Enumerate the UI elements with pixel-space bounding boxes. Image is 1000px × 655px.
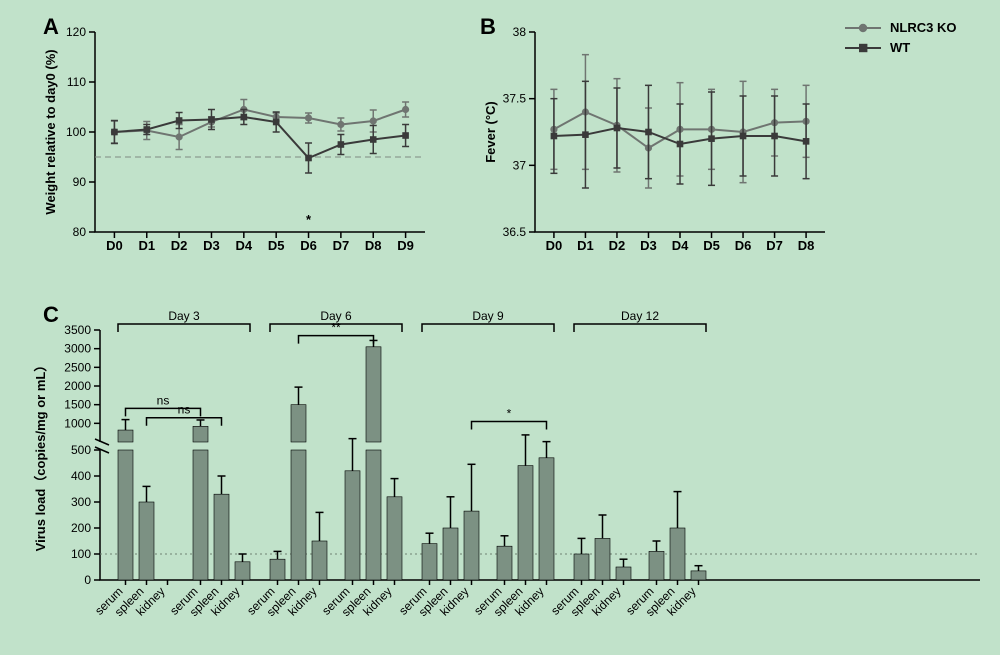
- svg-text:**: **: [331, 321, 341, 335]
- svg-text:3500: 3500: [64, 323, 91, 337]
- svg-text:D4: D4: [672, 238, 689, 253]
- svg-text:D3: D3: [640, 238, 657, 253]
- svg-text:D5: D5: [703, 238, 720, 253]
- svg-text:*: *: [507, 406, 512, 420]
- svg-text:D6: D6: [735, 238, 752, 253]
- svg-text:500: 500: [71, 443, 91, 457]
- legend: NLRC3 KO WT: [845, 20, 956, 55]
- svg-text:D6: D6: [300, 238, 317, 253]
- svg-text:D0: D0: [106, 238, 123, 253]
- svg-text:110: 110: [67, 75, 86, 89]
- svg-text:D7: D7: [766, 238, 783, 253]
- svg-text:C: C: [43, 302, 59, 327]
- svg-text:D1: D1: [138, 238, 155, 253]
- svg-text:B: B: [480, 14, 496, 39]
- svg-text:ns: ns: [157, 393, 170, 407]
- svg-text:D8: D8: [365, 238, 382, 253]
- svg-text:200: 200: [71, 521, 91, 535]
- svg-text:38: 38: [513, 25, 527, 39]
- svg-text:36.5: 36.5: [503, 225, 527, 239]
- svg-text:100: 100: [66, 125, 86, 139]
- svg-text:D4: D4: [236, 238, 253, 253]
- svg-text:D5: D5: [268, 238, 285, 253]
- svg-text:3000: 3000: [64, 342, 91, 356]
- svg-text:A: A: [43, 14, 59, 39]
- panel-B: B 36.5 37 37.5 38 D0 D1 D2 D3 D4 D5 D6 D7 D8 Fever (°C…: [480, 14, 825, 253]
- svg-text:Day 9: Day 9: [472, 309, 504, 323]
- svg-text:D2: D2: [171, 238, 188, 253]
- svg-text:100: 100: [71, 547, 91, 561]
- svg-text:D7: D7: [333, 238, 350, 253]
- svg-text:Day 12: Day 12: [621, 309, 659, 323]
- svg-text:Fever (°C): Fever (°C): [483, 101, 498, 163]
- svg-text:Weight relative to day0 (%): Weight relative to day0 (%): [43, 49, 58, 214]
- svg-text:2500: 2500: [64, 360, 91, 374]
- svg-text:120: 120: [66, 25, 86, 39]
- svg-text:*: *: [306, 212, 312, 227]
- svg-text:400: 400: [71, 469, 91, 483]
- svg-text:D0: D0: [546, 238, 563, 253]
- svg-text:D8: D8: [798, 238, 815, 253]
- svg-text:D9: D9: [397, 238, 414, 253]
- svg-text:Virus load（copies/mg or mL）: Virus load（copies/mg or mL）: [33, 359, 48, 552]
- svg-text:WT: WT: [890, 40, 910, 55]
- svg-text:2000: 2000: [64, 379, 91, 393]
- svg-text:NLRC3 KO: NLRC3 KO: [890, 20, 956, 35]
- svg-text:1000: 1000: [64, 416, 91, 430]
- svg-text:D1: D1: [577, 238, 594, 253]
- svg-text:37: 37: [513, 158, 527, 172]
- svg-text:37.5: 37.5: [503, 92, 527, 106]
- svg-text:0: 0: [84, 573, 91, 587]
- svg-text:ns: ns: [178, 403, 191, 417]
- panel-A: A 80 90 100 110 120 D0 D1 D2 D3 D4 D5 D6 D7 D8 D9 Weight…: [43, 14, 425, 253]
- svg-text:300: 300: [71, 495, 91, 509]
- svg-text:D2: D2: [609, 238, 626, 253]
- panel-C: C 0 100 200 300 400 500 1000 1500 2000 2500 3000 350…: [33, 302, 980, 619]
- figure-stage: NLRC3 KO WT A 80 90 100 110 120 D0 D1 D2 D3 D4 D5 D6 D7…: [0, 0, 1000, 655]
- svg-text:80: 80: [73, 225, 87, 239]
- svg-text:D3: D3: [203, 238, 220, 253]
- svg-text:1500: 1500: [64, 398, 91, 412]
- svg-text:Day 3: Day 3: [168, 309, 200, 323]
- svg-text:90: 90: [73, 175, 87, 189]
